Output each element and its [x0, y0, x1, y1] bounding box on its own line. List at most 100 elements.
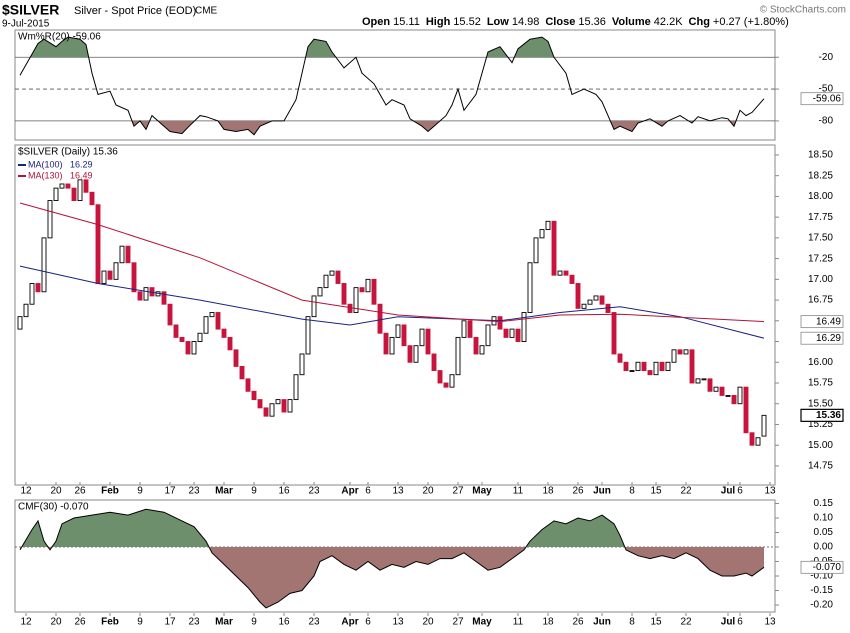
moving-average	[19, 202, 765, 323]
x-tick-label: 12	[20, 486, 32, 497]
candle-body	[671, 349, 677, 363]
candle-body	[443, 382, 449, 388]
x-tick-label: Jun	[593, 617, 611, 628]
price-tag-label: 16.29	[816, 333, 841, 344]
candle-body	[311, 295, 317, 318]
candle-body	[689, 349, 695, 384]
candle-body	[521, 312, 527, 342]
panel-title: CMF(30) -0.070	[18, 502, 89, 513]
price-tag	[800, 560, 844, 574]
candle-body	[695, 378, 701, 384]
candle-body	[83, 179, 89, 193]
price-tag	[800, 315, 844, 329]
candle-body	[431, 353, 437, 372]
candle-body	[143, 287, 149, 301]
x-tick-label: 9	[137, 617, 143, 628]
exchange: CME	[195, 6, 218, 17]
candle-body	[707, 378, 713, 392]
x-tick-label: 9	[251, 617, 257, 628]
candle-body	[587, 299, 593, 305]
candle-body	[245, 378, 251, 392]
candle-body	[59, 183, 65, 189]
candle-body	[485, 324, 491, 347]
candle-body	[221, 328, 227, 338]
x-tick-label: 11	[513, 486, 524, 497]
candle-body	[179, 336, 185, 342]
legend-value: 16.49	[70, 170, 93, 180]
x-tick-label: 26	[74, 617, 86, 628]
x-tick-label: Mar	[215, 617, 233, 628]
x-tick-label: Feb	[101, 617, 119, 628]
y-tick-label: 15.25	[808, 419, 833, 430]
candle-body	[359, 287, 365, 293]
instrument-name: Silver - Spot Price (EOD)	[74, 5, 196, 17]
candle-body	[599, 295, 605, 305]
candle-body	[737, 386, 743, 405]
candle-body	[329, 270, 335, 276]
candle-body	[263, 407, 269, 417]
quote-value: 15.52	[453, 16, 481, 28]
x-tick-label: May	[472, 617, 492, 628]
price-tag	[800, 408, 844, 422]
candle-body	[281, 399, 287, 413]
candle-body	[341, 283, 347, 305]
candle-body	[539, 229, 545, 239]
y-tick-label: 0.15	[814, 498, 834, 509]
x-tick-label: 23	[188, 486, 200, 497]
y-tick-label: -50	[819, 84, 834, 95]
candle-body	[107, 270, 113, 280]
candle-body	[353, 287, 359, 313]
candle-body	[479, 345, 485, 355]
x-tick-label: 15	[650, 486, 662, 497]
price-tag-label: 15.36	[816, 410, 841, 421]
candle-body	[239, 365, 245, 380]
x-tick-label: Apr	[341, 617, 358, 628]
candle-body	[251, 390, 257, 401]
candle-body	[569, 274, 575, 284]
candle-body	[467, 320, 473, 338]
y-tick-label: 17.25	[808, 253, 833, 264]
candle-body	[611, 312, 617, 355]
x-tick-label: 26	[74, 486, 86, 497]
candle-body	[47, 200, 53, 239]
candle-body	[383, 332, 389, 355]
date: 9-Jul-2015	[2, 19, 50, 30]
candle-body	[701, 378, 707, 381]
candle-body	[545, 220, 551, 231]
candle-body	[563, 270, 569, 276]
quote-value: 15.36	[578, 16, 606, 28]
y-tick-label: 17.00	[808, 274, 833, 285]
candle-body	[35, 283, 41, 293]
candle-body	[257, 399, 263, 409]
x-tick-label: 23	[188, 617, 200, 628]
x-tick-label: 6	[365, 486, 371, 497]
y-tick-label: -80	[819, 116, 834, 127]
x-tick-label: Feb	[101, 486, 119, 497]
candle-body	[407, 345, 413, 363]
candle-body	[287, 399, 293, 413]
quote-label: Open	[362, 16, 390, 28]
candle-body	[473, 336, 479, 355]
candle-body	[17, 316, 23, 330]
candle-body	[389, 336, 395, 355]
x-tick-label: 8	[629, 617, 635, 628]
candle-body	[635, 361, 641, 372]
x-tick-label: 18	[542, 486, 554, 497]
candle-body	[365, 278, 371, 293]
x-tick-label: 26	[572, 617, 584, 628]
copyright: © StockCharts.com	[760, 5, 846, 16]
x-tick-label: 18	[542, 617, 554, 628]
candle-body	[575, 283, 581, 309]
price-tag-label: 16.49	[816, 316, 841, 327]
y-tick-label: -0.20	[810, 600, 833, 611]
candle-body	[65, 183, 71, 189]
x-tick-label: 6	[365, 617, 371, 628]
candle-body	[377, 303, 383, 334]
indicator-line	[19, 36, 765, 136]
y-tick-label: 18.50	[808, 150, 833, 161]
x-tick-label: 16	[278, 486, 290, 497]
y-tick-label: -0.15	[810, 585, 833, 596]
candle-body	[623, 361, 629, 372]
candle-body	[677, 349, 683, 355]
y-tick-label: -0.10	[810, 571, 833, 582]
